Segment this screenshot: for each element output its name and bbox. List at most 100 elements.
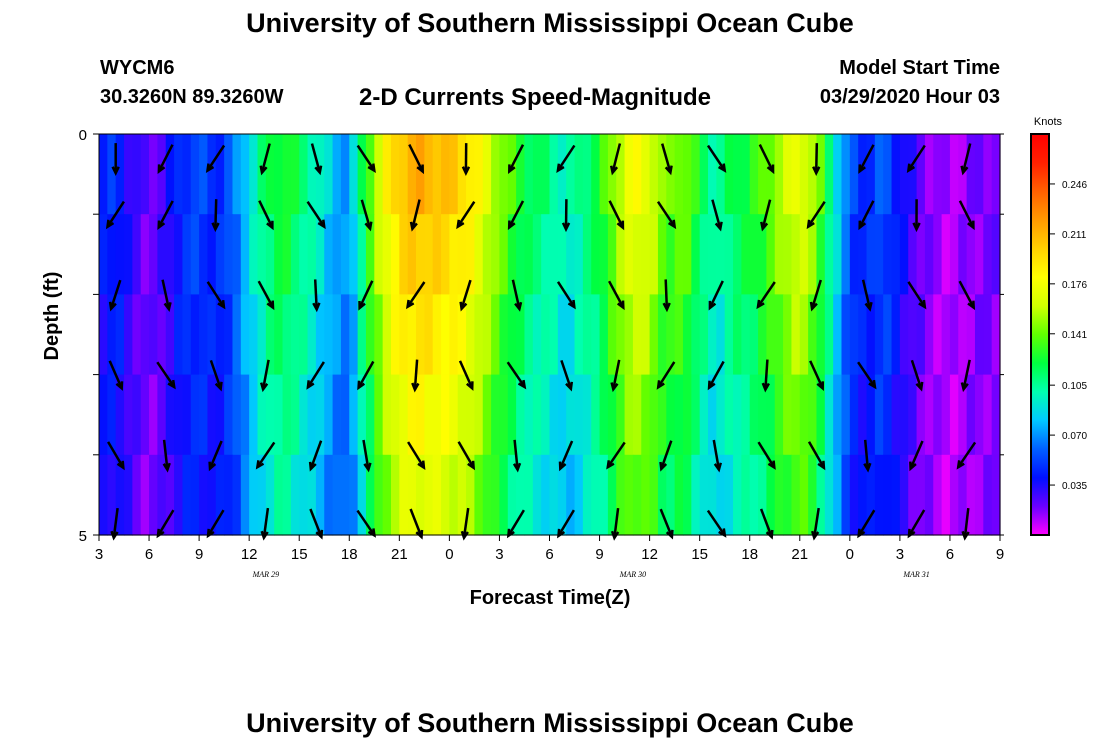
- heatmap-cell: [691, 214, 701, 295]
- y-axis-label: Depth (ft): [41, 272, 63, 361]
- heatmap-cell: [215, 374, 225, 456]
- heatmap-cell: [549, 374, 559, 456]
- heatmap-cell: [657, 374, 667, 456]
- axes-layer: 3 6 9 12 15 18 21 0 3 6 9 12 15 18 21 0 3 6 9 MAR 29 MAR 30 M…: [79, 127, 1005, 579]
- heatmap-cell: [507, 454, 517, 536]
- heatmap-cell: [199, 134, 209, 215]
- model-start-label: Model Start Time: [839, 57, 1000, 79]
- heatmap-cell: [566, 454, 576, 536]
- heatmap-cell: [557, 134, 567, 215]
- x-tick-label: 3: [95, 546, 103, 563]
- heatmap-cell: [858, 294, 868, 376]
- heatmap-cell: [841, 214, 851, 295]
- heatmap-cell: [199, 294, 209, 376]
- heatmap-cell: [616, 134, 626, 215]
- heatmap-cell: [674, 134, 684, 215]
- heatmap-cell: [624, 134, 634, 215]
- heatmap-cell: [641, 134, 651, 215]
- colorbar-scale: [1030, 133, 1050, 536]
- heatmap-cell: [199, 374, 209, 456]
- heatmap-cell: [432, 374, 442, 456]
- heatmap-cell: [207, 294, 217, 376]
- heatmap-cell: [724, 294, 734, 376]
- heatmap-cell: [924, 374, 934, 456]
- heatmap-cell: [115, 374, 125, 456]
- heatmap-cell: [708, 134, 717, 215]
- heatmap-cell: [399, 294, 409, 376]
- heatmap-cell: [424, 454, 434, 536]
- heatmap-cell: [758, 374, 767, 456]
- heatmap-cell: [265, 294, 275, 376]
- heatmap-cell: [616, 294, 626, 376]
- current-arrow: [960, 359, 971, 393]
- heatmap-cell: [290, 454, 300, 536]
- heatmap-cell: [974, 454, 984, 536]
- heatmap-cell: [657, 134, 667, 215]
- heatmap-cell: [532, 134, 542, 215]
- heatmap-cell: [924, 134, 934, 215]
- heatmap-cell: [574, 374, 584, 456]
- heatmap-cell: [808, 374, 818, 456]
- heatmap-cell: [107, 214, 117, 295]
- heatmap-cell: [124, 294, 133, 376]
- heatmap-cell: [332, 294, 342, 376]
- date-label: MAR 29: [252, 570, 279, 579]
- heatmap-cell: [499, 214, 509, 295]
- current-arrow: [306, 201, 326, 230]
- current-arrow: [161, 279, 172, 312]
- x-tick-label: 12: [241, 546, 258, 563]
- heatmap-cell: [774, 454, 784, 536]
- heatmap-cell: [557, 214, 567, 295]
- heatmap-cell: [791, 454, 801, 536]
- heatmap-cell: [599, 134, 609, 215]
- heatmap-cell: [182, 134, 192, 215]
- x-tick-label: 21: [791, 546, 808, 563]
- heatmap-cell: [958, 294, 968, 376]
- heatmap-cell: [591, 294, 601, 376]
- current-arrow: [858, 200, 875, 231]
- heatmap-cell: [632, 134, 642, 215]
- heatmap-cell: [240, 454, 250, 536]
- heatmap-cell: [282, 454, 292, 536]
- heatmap-layer: [99, 134, 1001, 536]
- current-arrow: [956, 441, 977, 470]
- heatmap-cell: [966, 294, 976, 376]
- current-arrow: [759, 508, 774, 540]
- current-arrow: [308, 440, 323, 472]
- heatmap-cell: [716, 374, 726, 456]
- current-arrow: [656, 361, 676, 390]
- current-arrow: [362, 439, 372, 473]
- heatmap-cell: [165, 214, 175, 295]
- heatmap-cell: [991, 374, 1001, 456]
- heatmap-cell: [974, 294, 984, 376]
- heatmap-cell: [99, 294, 108, 376]
- heatmap-cell: [457, 374, 467, 456]
- heatmap-cell: [632, 374, 642, 456]
- current-arrow: [157, 200, 174, 231]
- heatmap-cell: [574, 454, 584, 536]
- current-arrow: [760, 199, 772, 232]
- heatmap-cell: [607, 294, 617, 376]
- heatmap-cell: [541, 294, 551, 376]
- heatmap-cell: [432, 134, 442, 215]
- heatmap-cell: [916, 214, 926, 295]
- current-arrow: [758, 144, 775, 175]
- heatmap-cell: [799, 374, 809, 456]
- heatmap-cell: [382, 454, 392, 536]
- heatmap-cell: [115, 454, 125, 536]
- heatmap-cell: [766, 214, 776, 295]
- heatmap-cell: [524, 374, 534, 456]
- heatmap-cell: [190, 214, 200, 295]
- heatmap-cell: [841, 454, 851, 536]
- heatmap-cell: [891, 374, 901, 456]
- heatmap-cell: [749, 134, 759, 215]
- heatmap-cell: [532, 454, 542, 536]
- heatmap-cell: [399, 134, 409, 215]
- x-tick-label: 15: [691, 546, 708, 563]
- heatmap-cell: [541, 374, 551, 456]
- x-tick-label: 3: [896, 546, 904, 563]
- heatmap-cell: [983, 454, 993, 536]
- heatmap-cell: [407, 454, 417, 536]
- heatmap-cell: [232, 454, 242, 536]
- heatmap-cell: [349, 374, 359, 456]
